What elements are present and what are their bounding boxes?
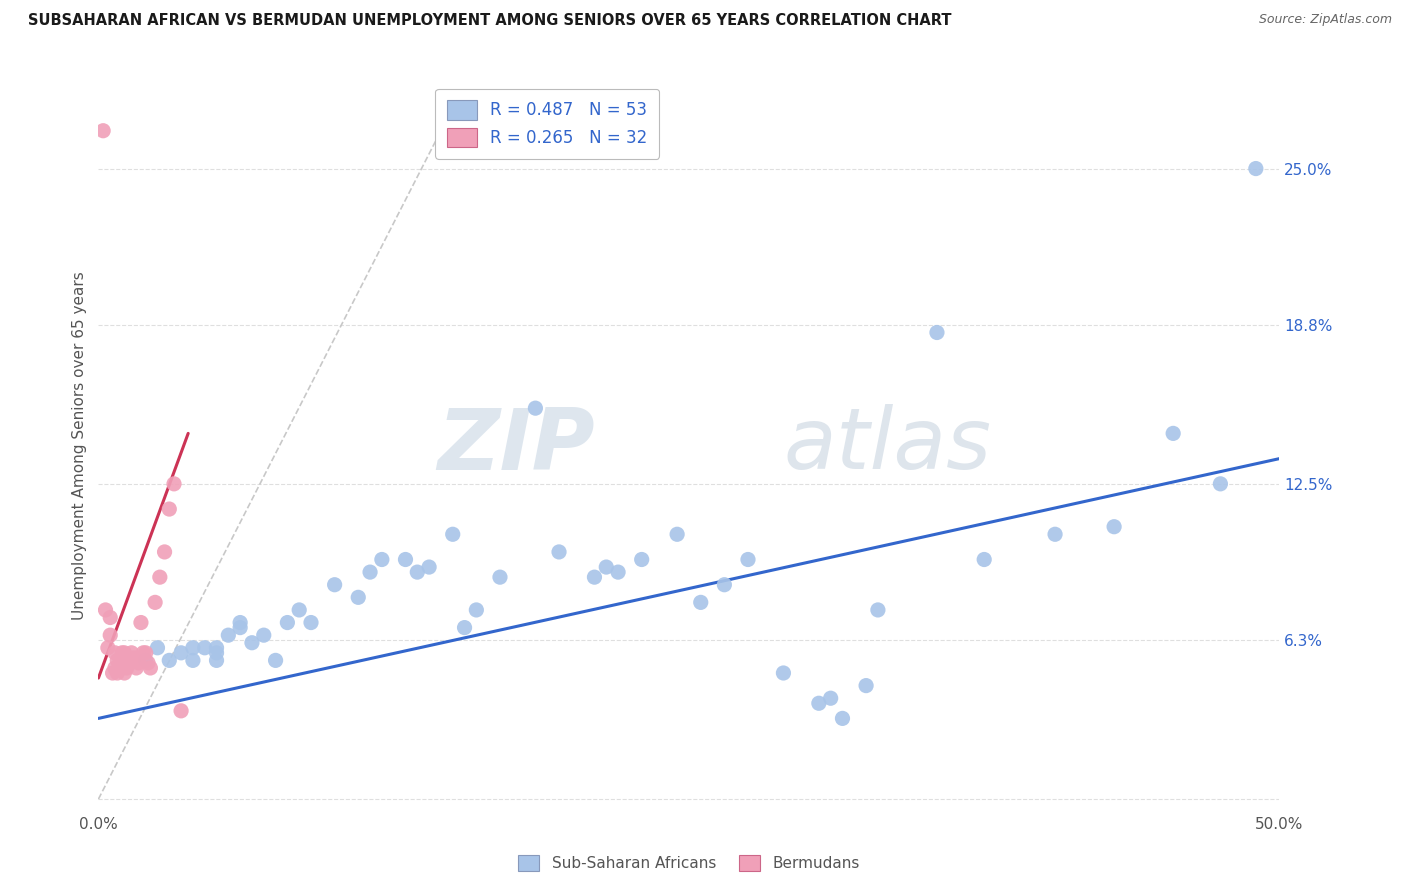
Text: SUBSAHARAN AFRICAN VS BERMUDAN UNEMPLOYMENT AMONG SENIORS OVER 65 YEARS CORRELAT: SUBSAHARAN AFRICAN VS BERMUDAN UNEMPLOYM…: [28, 13, 952, 29]
Point: [115, 661, 138, 675]
Point: [925, 326, 948, 340]
Point: [94, 603, 117, 617]
Point: [1043, 527, 1066, 541]
Point: [132, 646, 155, 660]
Point: [157, 653, 180, 667]
Point: [121, 646, 143, 660]
Point: [347, 591, 370, 605]
Point: [465, 603, 488, 617]
Point: [217, 628, 239, 642]
Point: [820, 691, 842, 706]
Point: [122, 651, 145, 665]
Point: [135, 653, 157, 667]
Point: [453, 621, 475, 635]
Point: [666, 527, 689, 541]
Point: [737, 552, 759, 566]
Point: [253, 628, 276, 642]
Point: [111, 661, 134, 675]
Point: [181, 653, 204, 667]
Text: Source: ZipAtlas.com: Source: ZipAtlas.com: [1258, 13, 1392, 27]
Point: [359, 565, 381, 579]
Point: [163, 476, 186, 491]
Point: [1209, 476, 1232, 491]
Point: [240, 636, 263, 650]
Point: [135, 646, 157, 660]
Text: atlas: atlas: [783, 404, 991, 488]
Point: [323, 578, 346, 592]
Point: [630, 552, 652, 566]
Point: [139, 661, 162, 675]
Point: [1161, 426, 1184, 441]
Point: [118, 656, 141, 670]
Point: [299, 615, 322, 630]
Point: [583, 570, 606, 584]
Point: [205, 653, 228, 667]
Point: [394, 552, 416, 566]
Point: [406, 565, 429, 579]
Point: [129, 615, 152, 630]
Point: [125, 661, 148, 675]
Point: [98, 628, 121, 642]
Point: [1102, 519, 1125, 533]
Point: [276, 615, 298, 630]
Point: [855, 679, 877, 693]
Point: [524, 401, 547, 416]
Point: [111, 646, 134, 660]
Y-axis label: Unemployment Among Seniors over 65 years: Unemployment Among Seniors over 65 years: [72, 272, 87, 620]
Point: [973, 552, 995, 566]
Point: [112, 665, 135, 680]
Point: [157, 502, 180, 516]
Point: [105, 665, 128, 680]
Point: [105, 653, 128, 667]
Point: [807, 696, 830, 710]
Point: [866, 603, 889, 617]
Point: [170, 646, 193, 660]
Point: [91, 124, 114, 138]
Point: [170, 704, 193, 718]
Text: ZIP: ZIP: [437, 404, 595, 488]
Point: [128, 656, 150, 670]
Point: [607, 565, 630, 579]
Point: [136, 656, 159, 670]
Point: [146, 640, 169, 655]
Point: [831, 711, 853, 725]
Point: [104, 661, 127, 675]
Point: [112, 646, 135, 660]
Point: [288, 603, 311, 617]
Point: [194, 640, 217, 655]
Point: [205, 646, 228, 660]
Point: [1244, 161, 1267, 176]
Point: [595, 560, 617, 574]
Point: [441, 527, 464, 541]
Point: [98, 610, 121, 624]
Point: [143, 595, 166, 609]
Point: [108, 656, 131, 670]
Point: [205, 640, 228, 655]
Point: [264, 653, 287, 667]
Point: [149, 570, 172, 584]
Point: [713, 578, 735, 592]
Point: [153, 545, 176, 559]
Point: [489, 570, 512, 584]
Point: [229, 621, 252, 635]
Point: [689, 595, 711, 609]
Point: [772, 665, 794, 680]
Point: [371, 552, 394, 566]
Point: [229, 615, 252, 630]
Point: [97, 640, 120, 655]
Point: [418, 560, 440, 574]
Point: [181, 640, 204, 655]
Point: [101, 665, 124, 680]
Point: [548, 545, 571, 559]
Point: [104, 646, 127, 660]
Legend: Sub-Saharan Africans, Bermudans: Sub-Saharan Africans, Bermudans: [512, 849, 866, 877]
